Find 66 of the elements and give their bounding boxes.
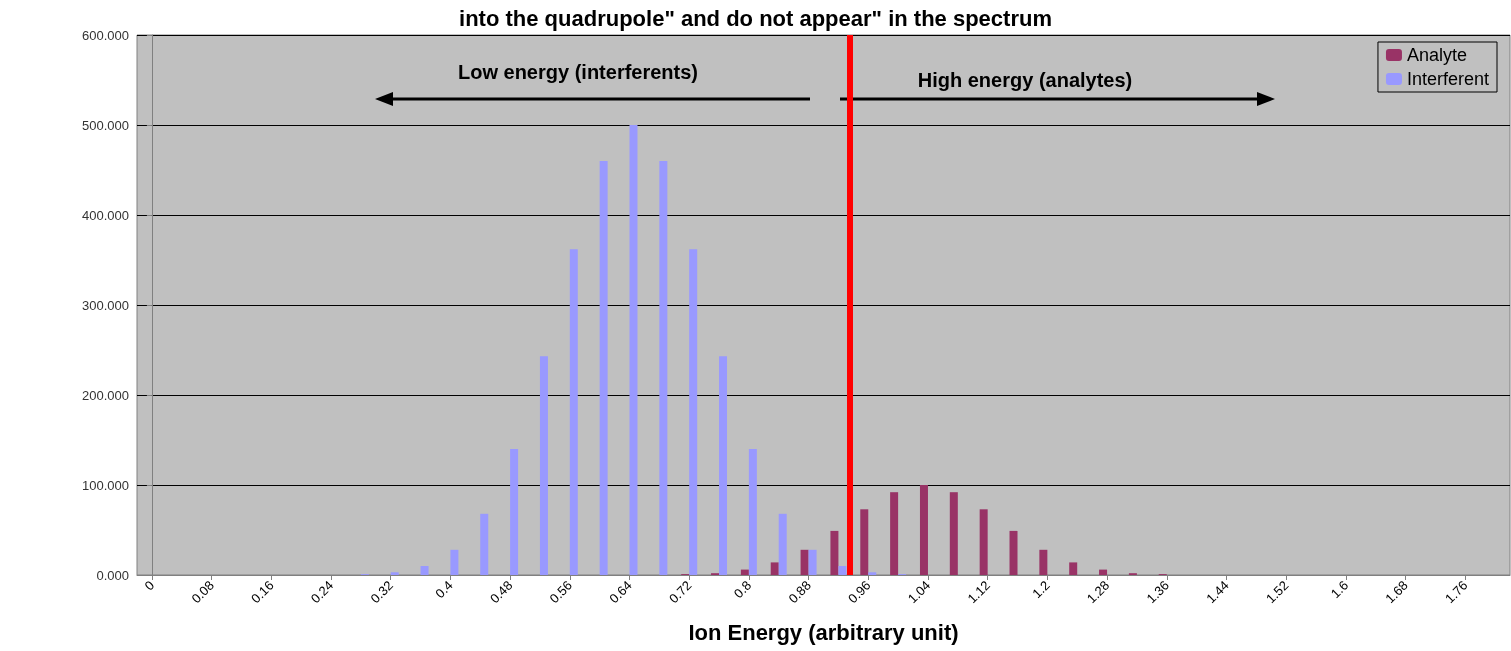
bar	[1039, 549, 1048, 575]
chart-title: into the quadrupole" and do not appear" in the spectrum	[459, 5, 1052, 31]
bar	[390, 572, 399, 575]
bar	[1069, 562, 1078, 575]
bar	[860, 509, 869, 575]
y-tick-label: 600.000	[82, 27, 129, 43]
bar	[510, 449, 519, 575]
bar	[949, 492, 958, 575]
x-tick-label: 0.24	[307, 577, 337, 607]
y-tick-label: 0.000	[96, 567, 129, 583]
bar	[868, 572, 877, 575]
y-tick-label: 200.000	[82, 387, 129, 403]
x-tick-label: 0	[141, 577, 158, 594]
x-tick-label: 0.72	[666, 577, 695, 607]
x-tick-label: 0.16	[248, 577, 277, 607]
bar	[420, 566, 429, 575]
annotation: Low energy (interferents)	[457, 61, 699, 83]
x-tick-label: 0.4	[432, 577, 456, 602]
x-tick-label: 1.6	[1327, 577, 1352, 602]
bar	[569, 249, 578, 575]
x-tick-label: 0.32	[367, 577, 397, 607]
bar	[450, 549, 459, 575]
y-tick-label: 100.000	[82, 477, 129, 493]
x-tick-label: 1.44	[1203, 577, 1232, 607]
x-tick-label: 1.76	[1442, 577, 1471, 607]
bar	[740, 569, 749, 575]
x-tick-label: 1.36	[1143, 577, 1173, 607]
x-tick-label: 0.56	[546, 577, 576, 607]
x-tick-label: 0.96	[845, 577, 874, 607]
y-tick-label: 400.000	[82, 207, 129, 223]
bar	[539, 356, 548, 575]
bar	[838, 566, 847, 575]
bar	[890, 492, 899, 575]
bar	[748, 449, 757, 575]
x-tick-label: 1.12	[964, 577, 993, 607]
x-tick-label: 0.08	[188, 577, 217, 607]
bar	[778, 513, 787, 575]
bar	[919, 485, 928, 575]
x-tick-label: 1.68	[1382, 577, 1411, 607]
bar	[480, 513, 489, 575]
bar	[719, 356, 728, 575]
bar	[659, 161, 668, 575]
y-tick-label: 500.000	[82, 117, 129, 133]
legend-label: Analyte	[1406, 45, 1467, 65]
x-tick-label: 0.64	[606, 577, 635, 607]
legend-label: Interferent	[1406, 69, 1489, 89]
x-tick-label: 1.04	[904, 577, 934, 607]
x-tick-label: 1.2	[1029, 577, 1053, 602]
x-tick-label: 0.88	[785, 577, 814, 607]
annotation: High energy (analytes)	[917, 69, 1133, 91]
bar	[800, 549, 809, 575]
bar	[629, 125, 638, 575]
x-tick-label: 0.48	[486, 577, 516, 607]
bar	[979, 509, 988, 575]
bar	[770, 562, 779, 575]
bar	[599, 161, 608, 575]
bar	[689, 249, 698, 575]
x-tick-label: 1.52	[1262, 577, 1292, 607]
x-axis-title: Ion Energy (arbitrary unit)	[688, 619, 959, 645]
x-tick-label: 1.28	[1083, 577, 1113, 607]
bar	[808, 549, 817, 575]
bar	[830, 530, 839, 575]
bar	[1099, 569, 1108, 575]
x-tick-label: 0.8	[730, 577, 755, 602]
bar	[1009, 530, 1018, 575]
y-tick-label: 300.000	[82, 297, 129, 313]
